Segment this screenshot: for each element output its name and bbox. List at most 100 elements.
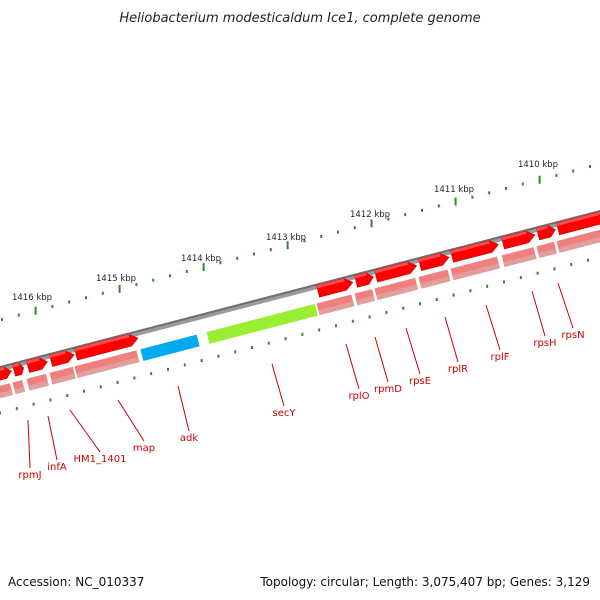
gene-label-rplO[interactable]: rplO: [348, 391, 369, 402]
leader-line: [374, 336, 389, 383]
gene-label-rplR[interactable]: rplR: [448, 364, 468, 375]
gene-shape[interactable]: [0, 365, 13, 382]
scale-label: 1410 kbp: [518, 160, 558, 170]
gene-bar-shade: [356, 295, 375, 306]
leader-line: [117, 399, 145, 442]
gene-bar-shade: [14, 386, 26, 395]
gene-arrow-HM1_1401[interactable]: [49, 349, 75, 367]
leader-line: [557, 282, 574, 329]
scale-label: 1411 kbp: [434, 185, 474, 195]
gene-arrow-map[interactable]: [74, 332, 139, 361]
gene-highlight: [374, 261, 409, 274]
gene-bar-shade: [142, 341, 200, 361]
gene-highlight: [501, 231, 527, 241]
scale-ticks: 1416 kbp 1415 kbp 1414 kbp 1413 kbp 1412 kbp…: [0, 160, 591, 415]
gene-shape[interactable]: [556, 208, 600, 236]
gene-labels: rpmJ infA HM1_1401 map adk secY rplO rpmD rpsE rp…: [18, 282, 585, 481]
gene-arrow-rpmJ[interactable]: [12, 362, 25, 377]
gene-arrow-rplO[interactable]: [316, 276, 354, 298]
gene-label-rpmJ[interactable]: rpmJ: [18, 470, 41, 481]
gene-bar-rplR[interactable]: [418, 269, 451, 289]
gene-bar-shade: [0, 389, 13, 400]
gene-bar-infA[interactable]: [26, 373, 49, 391]
gene-bar-shade: [420, 276, 451, 289]
gene-highlight: [74, 334, 130, 352]
gene-arrow-rpmD[interactable]: [354, 271, 374, 288]
gene-label-rplF[interactable]: rplF: [491, 352, 510, 363]
gene-label-rpsH[interactable]: rpsH: [533, 338, 556, 349]
gene-label-HM1_1401[interactable]: HM1_1401: [74, 454, 127, 465]
gene-label-rpmD[interactable]: rpmD: [374, 384, 402, 395]
gene-bar-HM1_1401[interactable]: [49, 366, 76, 385]
gene-label-infA[interactable]: infA: [47, 462, 67, 473]
gene-highlight: [26, 357, 40, 364]
gene-bar-rplF[interactable]: [450, 256, 500, 281]
gene-bar-rpsN[interactable]: [556, 225, 600, 253]
gene-bar-shade: [318, 301, 355, 316]
accession-text: Accession: NC_010337: [8, 575, 144, 589]
gene-bar-shade: [503, 253, 537, 268]
gene-label-adk[interactable]: adk: [180, 433, 198, 444]
gene-bar-shade: [76, 357, 140, 379]
gene-highlight: [12, 362, 20, 368]
leader-line: [345, 343, 360, 390]
scale-label: 1413 kbp: [266, 233, 306, 243]
gene-arrow-rplR[interactable]: [418, 251, 450, 271]
gene-bar-shade: [452, 263, 500, 281]
gene-bar-secY[interactable]: [206, 303, 318, 344]
gene-bar-adk[interactable]: [140, 334, 200, 361]
leader-line: [177, 385, 190, 432]
gene-bar-rpmJ[interactable]: [0, 383, 13, 400]
gene-bar-rpmD[interactable]: [354, 289, 375, 306]
gene-bar-shade: [208, 310, 318, 344]
gene-highlight: [536, 225, 549, 232]
scale-label: 1412 kbp: [350, 210, 390, 220]
gene-highlight: [354, 272, 367, 279]
gene-highlight: [450, 240, 490, 254]
gene-bar-shade: [558, 232, 600, 253]
map-title: Heliobacterium modesticaldum Ice1, compl…: [119, 11, 480, 26]
leader-line: [531, 290, 546, 337]
gene-bar-rpmJ[interactable]: [12, 380, 26, 395]
gene-label-rpsE[interactable]: rpsE: [409, 376, 431, 387]
gene-bar-rplO[interactable]: [316, 294, 355, 316]
leader-line: [444, 316, 459, 363]
gene-arrow-rpsH[interactable]: [501, 229, 536, 250]
gene-highlight: [0, 366, 5, 373]
gene-highlight: [49, 350, 66, 358]
gene-bar-shade: [376, 284, 419, 301]
gene-arrow-rpmJ[interactable]: [0, 365, 13, 382]
gene-highlight: [418, 253, 441, 262]
gene-arrow-rplF[interactable]: [450, 239, 499, 263]
leader-line: [271, 363, 285, 407]
topology-text: Topology: circular; Length: 3,075,407 bp…: [259, 575, 590, 589]
gene-label-rpsN[interactable]: rpsN: [561, 330, 584, 341]
gene-shape[interactable]: [316, 276, 354, 298]
gene-arrow-infA[interactable]: [26, 356, 48, 373]
gene-bar-shade: [28, 380, 49, 391]
gene-highlight: [556, 209, 600, 227]
leader-line: [47, 415, 58, 461]
gene-bar-rpsN[interactable]: [536, 241, 557, 258]
gene-bar-rpsE[interactable]: [374, 277, 419, 301]
gene-label-map[interactable]: map: [133, 443, 155, 454]
gene-highlight: [316, 278, 345, 289]
scale-label: 1414 kbp: [181, 254, 221, 264]
leader-line: [69, 409, 101, 453]
gene-bar-shade: [51, 373, 76, 385]
gene-shape[interactable]: [450, 239, 499, 263]
gene-bar-rpsH[interactable]: [501, 247, 537, 268]
gene-label-secY[interactable]: secY: [273, 408, 297, 419]
scale-label: 1416 kbp: [12, 293, 52, 303]
gene-arrow-rpsE[interactable]: [374, 260, 418, 283]
gene-bar-map[interactable]: [74, 350, 140, 379]
leader-line: [405, 327, 421, 375]
gene-track: [0, 208, 600, 400]
gene-arrow-rpsN[interactable]: [556, 208, 600, 236]
backbone-inner: [0, 209, 600, 369]
scale-label: 1415 kbp: [96, 274, 136, 284]
leader-line: [27, 419, 31, 469]
gene-arrow-rpsN[interactable]: [536, 224, 556, 241]
